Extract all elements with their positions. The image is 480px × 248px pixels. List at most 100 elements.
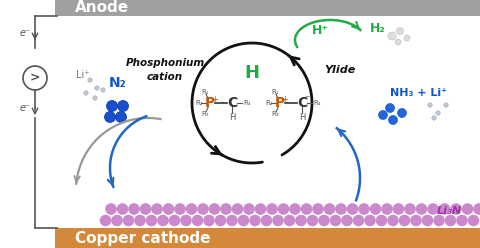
Text: >: >	[30, 71, 40, 85]
Text: H₂: H₂	[370, 22, 386, 34]
Circle shape	[359, 204, 370, 215]
Circle shape	[319, 215, 329, 226]
Text: Anode: Anode	[75, 0, 129, 15]
Circle shape	[439, 204, 450, 215]
Circle shape	[347, 204, 358, 215]
Circle shape	[100, 215, 111, 226]
Text: e⁻: e⁻	[20, 28, 31, 38]
Circle shape	[93, 96, 97, 100]
Text: P: P	[275, 96, 285, 110]
Circle shape	[157, 215, 168, 226]
Circle shape	[385, 103, 395, 113]
Text: Li₃N: Li₃N	[437, 206, 462, 216]
Circle shape	[432, 116, 436, 120]
Circle shape	[111, 215, 122, 226]
Circle shape	[106, 204, 117, 215]
Circle shape	[324, 204, 335, 215]
Circle shape	[175, 204, 185, 215]
Text: C: C	[297, 96, 307, 110]
Circle shape	[396, 28, 404, 34]
Circle shape	[197, 204, 208, 215]
Text: R₄: R₄	[313, 100, 321, 106]
Circle shape	[186, 204, 197, 215]
Circle shape	[312, 204, 324, 215]
Circle shape	[399, 215, 410, 226]
Circle shape	[428, 103, 432, 107]
Circle shape	[227, 215, 238, 226]
Circle shape	[436, 111, 440, 115]
Circle shape	[473, 204, 480, 215]
Text: H⁺: H⁺	[312, 24, 328, 36]
Circle shape	[410, 215, 421, 226]
Circle shape	[192, 215, 203, 226]
Circle shape	[278, 204, 289, 215]
Text: P: P	[205, 96, 215, 110]
Text: R₁: R₁	[271, 89, 279, 95]
Circle shape	[118, 100, 129, 112]
Circle shape	[163, 204, 174, 215]
Circle shape	[451, 204, 461, 215]
Circle shape	[152, 204, 163, 215]
Circle shape	[456, 215, 468, 226]
Circle shape	[405, 204, 416, 215]
Circle shape	[307, 215, 318, 226]
Text: ⁻: ⁻	[304, 94, 310, 104]
Circle shape	[261, 215, 272, 226]
Text: R₂: R₂	[195, 100, 203, 106]
Circle shape	[180, 215, 192, 226]
Text: R₃: R₃	[271, 111, 279, 117]
Text: H: H	[229, 113, 235, 122]
Bar	[55, 228, 480, 248]
Circle shape	[379, 111, 387, 120]
Circle shape	[273, 215, 284, 226]
Text: R₄: R₄	[243, 100, 251, 106]
Text: Copper cathode: Copper cathode	[75, 230, 211, 246]
Circle shape	[117, 204, 128, 215]
Circle shape	[250, 215, 261, 226]
Text: R₂: R₂	[265, 100, 273, 106]
Circle shape	[146, 215, 157, 226]
Circle shape	[444, 103, 448, 107]
Circle shape	[364, 215, 375, 226]
Text: C: C	[227, 96, 237, 110]
Circle shape	[336, 204, 347, 215]
Circle shape	[266, 204, 277, 215]
Circle shape	[289, 204, 300, 215]
Text: +: +	[282, 94, 288, 103]
Circle shape	[296, 215, 307, 226]
Circle shape	[341, 215, 352, 226]
Circle shape	[428, 204, 439, 215]
Circle shape	[123, 215, 134, 226]
Circle shape	[215, 215, 226, 226]
Circle shape	[468, 215, 479, 226]
Circle shape	[204, 215, 215, 226]
Circle shape	[395, 39, 401, 45]
Circle shape	[370, 204, 381, 215]
Circle shape	[238, 215, 249, 226]
Circle shape	[134, 215, 145, 226]
Circle shape	[107, 100, 118, 112]
Circle shape	[209, 204, 220, 215]
Text: Li⁺: Li⁺	[76, 70, 90, 80]
Circle shape	[284, 215, 295, 226]
Text: e⁻: e⁻	[20, 103, 31, 113]
Text: H: H	[299, 113, 305, 122]
Circle shape	[422, 215, 433, 226]
Text: R₁: R₁	[201, 89, 209, 95]
Circle shape	[232, 204, 243, 215]
Text: NH₃ + Li⁺: NH₃ + Li⁺	[389, 88, 446, 98]
Circle shape	[353, 215, 364, 226]
Circle shape	[330, 215, 341, 226]
Text: H: H	[244, 64, 260, 82]
Text: R₃: R₃	[201, 111, 209, 117]
Circle shape	[462, 204, 473, 215]
Circle shape	[129, 204, 140, 215]
Text: Ylide: Ylide	[324, 65, 356, 75]
Circle shape	[433, 215, 444, 226]
Circle shape	[388, 116, 397, 124]
Circle shape	[84, 91, 88, 95]
Text: +: +	[212, 94, 218, 103]
Circle shape	[169, 215, 180, 226]
Text: N₂: N₂	[109, 76, 127, 90]
Circle shape	[404, 35, 410, 41]
